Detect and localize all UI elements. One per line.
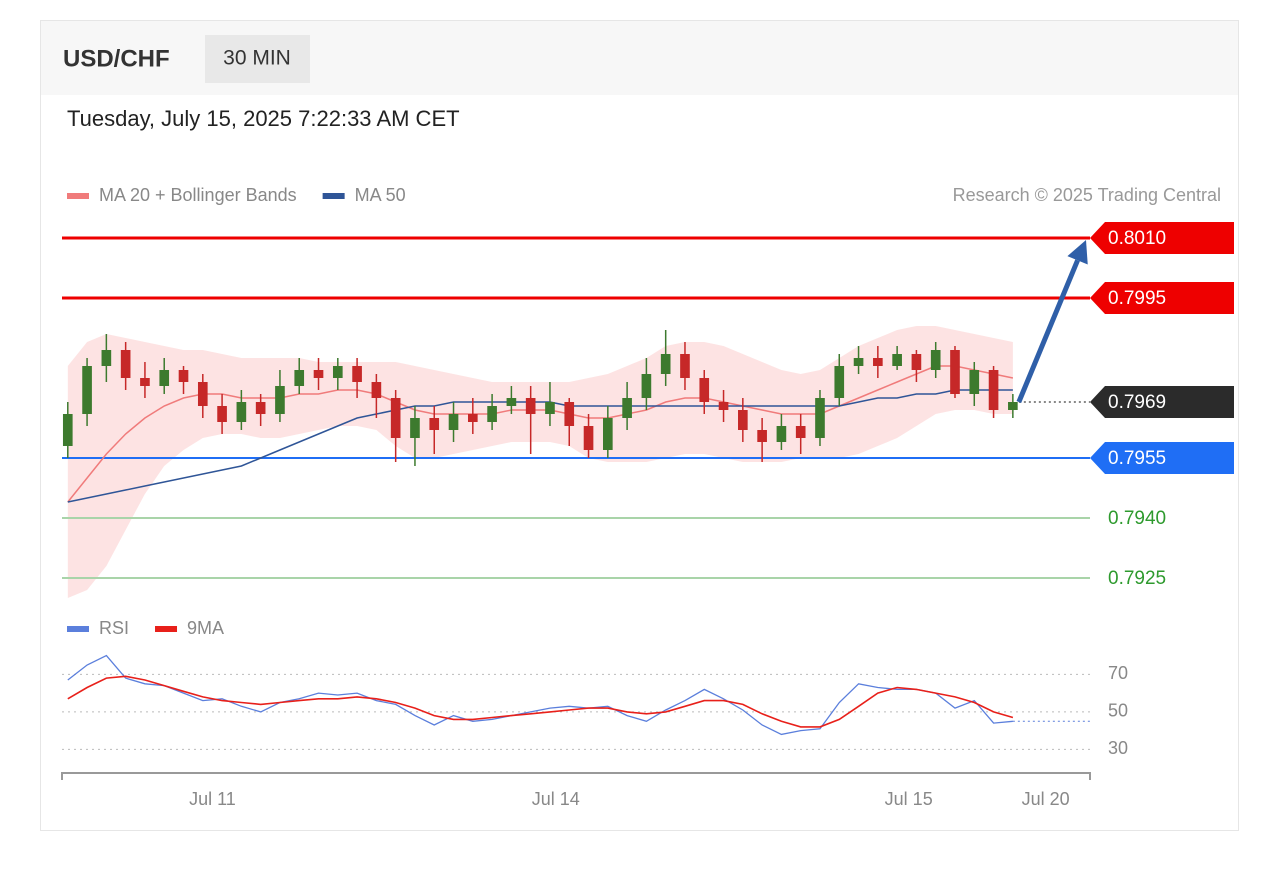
candle-body: [159, 370, 170, 386]
candle-body: [622, 398, 632, 418]
candle-body: [699, 378, 710, 402]
candle-body: [120, 350, 131, 378]
level-tag: [1090, 282, 1234, 314]
y-tick-label: 30: [1108, 738, 1128, 758]
x-tick-label: Jul 11: [189, 789, 236, 809]
candle-body: [197, 382, 208, 406]
legend-swatch: [67, 193, 89, 199]
candle-body: [718, 402, 729, 410]
candle-body: [294, 370, 305, 386]
credit: Research © 2025 Trading Central: [953, 185, 1221, 205]
candle-body: [545, 402, 555, 414]
y-tick-label: 50: [1108, 701, 1128, 721]
level-tag: [1090, 386, 1234, 418]
candle-body: [815, 398, 825, 438]
level-tag: [1090, 442, 1234, 474]
level-label: 0.7995: [1108, 288, 1166, 309]
series-line: [67, 654, 1013, 736]
candle-body: [583, 426, 594, 450]
series-line: [67, 675, 1014, 728]
candle-body: [911, 354, 922, 370]
x-axis: [61, 772, 1091, 780]
legend-label: RSI: [99, 618, 129, 638]
candle-body: [140, 378, 150, 386]
candle-body: [1008, 402, 1018, 410]
legend-swatch: [322, 193, 345, 199]
candle-body: [834, 366, 845, 398]
candle-body: [950, 350, 960, 394]
forecast-arrow-head: [1067, 240, 1088, 265]
candle-body: [217, 406, 227, 422]
level-tag: [1090, 222, 1234, 254]
candle-body: [660, 354, 671, 374]
candle-body: [776, 426, 787, 442]
ma-line: [67, 389, 1013, 503]
legend-swatch: [155, 626, 178, 632]
candle-body: [795, 426, 806, 438]
candle-body: [178, 370, 189, 382]
candle-body: [853, 358, 864, 366]
interval-box[interactable]: [205, 35, 310, 83]
x-tick-label: Jul 14: [532, 789, 580, 809]
y-tick-label: 70: [1108, 663, 1128, 683]
candle-body: [969, 370, 980, 394]
candle-body: [313, 370, 324, 378]
candle-body: [680, 354, 690, 378]
legend-label: MA 20 + Bollinger Bands: [99, 185, 297, 205]
candle-body: [62, 414, 73, 446]
timestamp: Tuesday, July 15, 2025 7:22:33 AM CET: [67, 106, 460, 131]
level-label: 0.7940: [1108, 508, 1166, 529]
candle-body: [275, 386, 285, 414]
level-label: 0.7969: [1108, 392, 1166, 413]
candle-body: [82, 366, 92, 414]
candle-body: [352, 366, 362, 382]
x-tick-label: Jul 20: [1022, 789, 1070, 809]
interval[interactable]: 30 MIN: [223, 47, 291, 70]
candle-body: [101, 350, 112, 366]
candle-body: [371, 382, 382, 398]
symbol: USD/CHF: [63, 45, 170, 72]
forecast-arrow: [1016, 259, 1080, 403]
candle-body: [410, 418, 420, 438]
candle-body: [564, 402, 575, 426]
level-label: 0.7925: [1108, 568, 1166, 589]
level-label: 0.7955: [1108, 448, 1166, 469]
ma-line: [67, 365, 1014, 503]
candle-body: [525, 398, 536, 414]
candle-body: [988, 370, 999, 410]
candle-body: [873, 358, 883, 366]
candle-body: [487, 406, 497, 422]
candle-body: [738, 410, 748, 430]
candle-body: [332, 366, 343, 378]
candle-body: [603, 418, 613, 450]
candle-body: [506, 398, 517, 406]
legend-swatch: [67, 626, 89, 632]
candle-body: [930, 350, 941, 370]
candle-body: [757, 430, 767, 442]
legend-label: MA 50: [355, 185, 406, 205]
legend-label: 9MA: [187, 618, 224, 638]
candle-body: [429, 418, 440, 430]
level-label: 0.8010: [1108, 228, 1166, 249]
candle-body: [255, 402, 266, 414]
x-tick-label: Jul 15: [885, 789, 933, 809]
candle-body: [641, 374, 652, 398]
candle-body: [236, 402, 247, 422]
candle-body: [448, 414, 459, 430]
candle-body: [467, 414, 478, 422]
candle-body: [892, 354, 902, 366]
candle-body: [390, 398, 401, 438]
